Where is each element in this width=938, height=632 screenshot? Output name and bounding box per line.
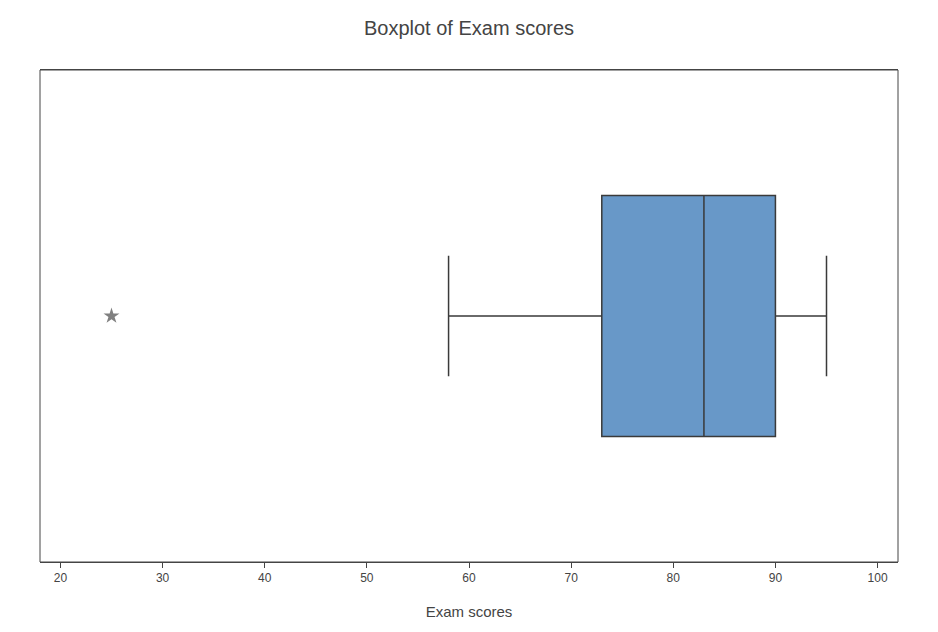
svg-text:60: 60 (462, 571, 476, 585)
svg-text:90: 90 (769, 571, 783, 585)
svg-text:50: 50 (360, 571, 374, 585)
svg-text:40: 40 (258, 571, 272, 585)
svg-text:70: 70 (564, 571, 578, 585)
svg-text:80: 80 (667, 571, 681, 585)
svg-text:Boxplot of Exam scores: Boxplot of Exam scores (364, 17, 574, 39)
svg-text:100: 100 (868, 571, 888, 585)
svg-text:20: 20 (54, 571, 68, 585)
svg-text:Exam scores: Exam scores (426, 603, 513, 620)
svg-text:30: 30 (156, 571, 170, 585)
